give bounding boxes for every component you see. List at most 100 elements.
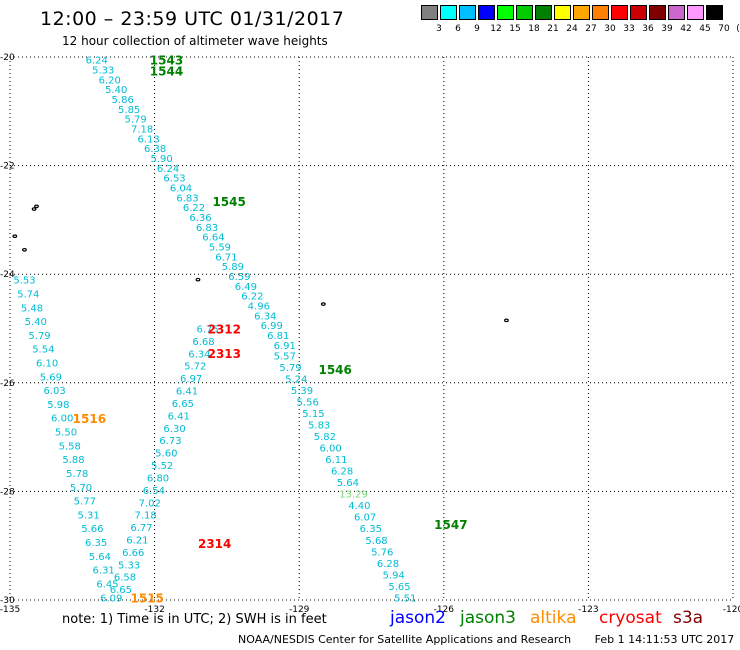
color-scale-label: 27 [585,24,597,34]
wave-height-value: 5.86 [112,95,134,106]
wave-height-value: 6.31 [93,566,115,577]
wave-height-value: 5.57 [274,352,296,363]
wave-height-value: 6.65 [172,399,194,410]
wave-height-value: 6.35 [360,524,382,535]
wave-height-value: 5.66 [81,524,103,535]
wave-height-value: 6.00 [320,444,342,455]
wave-height-value: 5.52 [151,461,173,472]
wave-height-value: 6.10 [36,358,58,369]
wave-height-value: 7.18 [131,125,153,136]
wave-height-value: 5.85 [118,105,140,116]
color-scale-label: 42 [680,24,692,34]
y-tick-label: -28 [0,487,15,497]
wave-height-value: 5.64 [337,478,359,489]
wave-height-value: 6.65 [110,585,132,596]
pass-time-label: 1544 [150,65,183,79]
wave-height-value: 5.53 [13,276,35,287]
color-scale-label: 15 [509,24,521,34]
wave-height-value: 6.34 [254,311,276,322]
wave-height-value: 5.77 [74,497,96,508]
wave-height-value: 6.07 [354,513,376,524]
color-swatch [516,5,533,20]
wave-height-value: 6.41 [176,387,198,398]
wave-height-value: 6.21 [126,535,148,546]
wave-height-value: 6.09 [100,593,122,604]
wave-height-value: 6.97 [180,374,202,385]
x-tick-label: -135 [0,605,20,615]
page-title: 12:00 – 23:59 UTC 01/31/2017 [40,8,345,30]
color-swatch [573,5,590,20]
wave-height-value: 6.35 [85,538,107,549]
color-scale-label: 12 [490,24,502,34]
color-swatch [668,5,685,20]
island-outline [34,204,39,209]
color-swatch [497,5,514,20]
legend-note: note: 1) Time is in UTC; 2) SWH is in fe… [62,612,327,627]
wave-height-value: 6.64 [202,233,224,244]
wave-height-value: 6.66 [122,548,144,559]
wave-height-value: 5.58 [59,441,81,452]
wave-height-value: 6.49 [235,282,257,293]
wave-height-value: 5.98 [47,400,69,411]
y-tick-label: -26 [0,379,15,389]
x-tick-label: -126 [434,605,455,615]
island-outline [31,207,37,211]
y-tick-label: -30 [0,596,15,606]
pass-time-label: 1545 [212,195,245,209]
wave-height-value: 6.71 [215,252,237,263]
wave-height-value: 6.75 [196,325,218,336]
color-scale-label: 30 [604,24,616,34]
color-scale-label: 18 [528,24,540,34]
wave-height-value: 5.15 [302,409,324,420]
x-tick-label: -132 [144,605,164,615]
pass-time-label: 2313 [208,347,241,361]
credit-timestamp: Feb 1 14:11:53 UTC 2017 [594,633,735,646]
wave-height-value: 6.59 [228,272,250,283]
wave-height-value: 5.83 [308,421,330,432]
color-scale-label: 9 [474,24,480,34]
color-scale-label: (ft) [736,24,740,34]
axis-ticks: -135 -132 -129 -126 -123 -120 -20 -22 -24 -26 -28 -… [0,53,740,615]
wave-height-value: 7.18 [135,511,157,522]
wave-height-value: 5.79 [125,115,147,126]
pass-time-label: 1547 [434,518,467,532]
wave-height-value: 5.94 [383,570,405,581]
color-swatch [611,5,628,20]
pass-time-label: 1546 [318,363,351,377]
y-tick-label: -24 [0,270,15,280]
wave-height-value: 6.22 [183,203,205,214]
wave-height-value: 6.54 [143,486,165,497]
wave-height-value: 5.40 [25,317,47,328]
wave-height-value: 5.50 [55,428,77,439]
wave-height-value: 5.24 [285,375,307,386]
wave-height-value: 5.64 [89,552,111,563]
island-outline [320,302,326,306]
wave-height-value: 6.24 [86,56,108,67]
wave-height-value: 5.60 [155,449,177,460]
x-tick-label: -123 [578,605,598,615]
color-swatch [554,5,571,20]
wave-height-value: 6.53 [163,174,185,185]
island-outline [195,277,201,282]
y-tick-label: -22 [0,162,15,172]
color-swatch [687,5,704,20]
color-scale-label: 45 [699,24,711,34]
color-swatch [535,5,552,20]
wave-height-value: 6.77 [130,523,152,534]
wave-height-value: 5.51 [394,593,416,604]
x-tick-label: -120 [723,605,740,615]
page-subtitle: 12 hour collection of altimeter wave hei… [62,34,328,48]
wave-height-value: 6.28 [331,467,353,478]
wave-height-value: 5.90 [150,154,172,165]
wave-height-value: 6.38 [144,144,166,155]
wave-height-value: 5.54 [32,345,54,356]
pass-time-label: 1515 [131,591,164,605]
legend-satellite-cryosat: cryosat [599,608,662,628]
wave-height-value: 5.79 [28,331,50,342]
credit-line: NOAA/NESDIS Center for Satellite Applica… [238,633,740,646]
wave-height-value: 6.83 [176,193,198,204]
wave-height-value: 6.91 [274,341,296,352]
wave-height-value: 5.31 [77,510,99,521]
color-scale-label: 36 [642,24,654,34]
color-scale-label: 3 [436,24,442,34]
